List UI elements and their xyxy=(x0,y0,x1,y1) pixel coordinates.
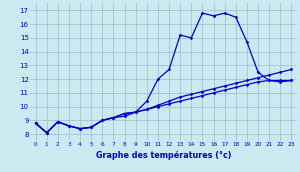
X-axis label: Graphe des températures (°c): Graphe des températures (°c) xyxy=(96,150,231,160)
